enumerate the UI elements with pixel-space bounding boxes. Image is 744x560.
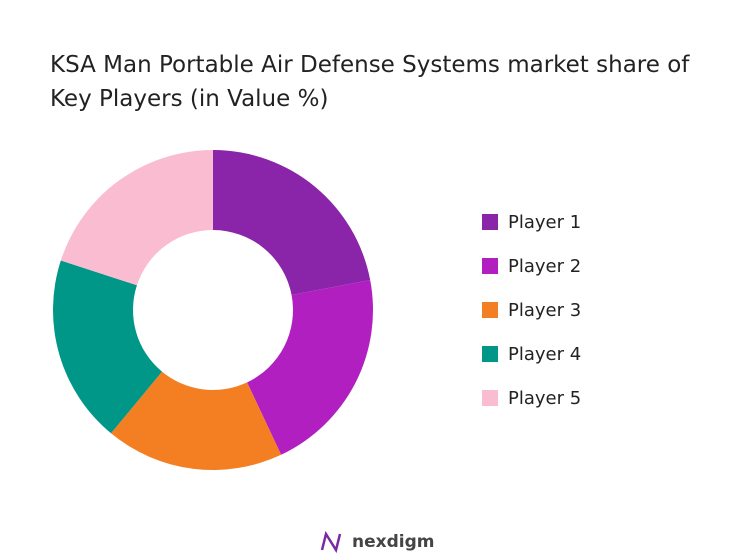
slice bbox=[111, 371, 282, 470]
legend-swatch bbox=[482, 346, 498, 362]
slice bbox=[52, 260, 163, 434]
legend-swatch bbox=[482, 302, 498, 318]
brand: nexdigm bbox=[352, 532, 434, 552]
legend-swatch bbox=[482, 258, 498, 274]
slice bbox=[213, 150, 371, 296]
legend-swatch bbox=[482, 214, 498, 230]
slice bbox=[247, 280, 373, 455]
legend-label: Player 1 bbox=[508, 212, 581, 233]
chart-title: KSA Man Portable Air Defense Systems mar… bbox=[50, 52, 690, 112]
logo-icon bbox=[320, 530, 342, 554]
legend-label: Player 4 bbox=[508, 344, 581, 365]
legend-swatch bbox=[482, 390, 498, 406]
legend-label: Player 2 bbox=[508, 256, 581, 277]
slice bbox=[60, 150, 213, 286]
legend-label: Player 5 bbox=[508, 388, 581, 409]
legend-label: Player 3 bbox=[508, 300, 581, 321]
